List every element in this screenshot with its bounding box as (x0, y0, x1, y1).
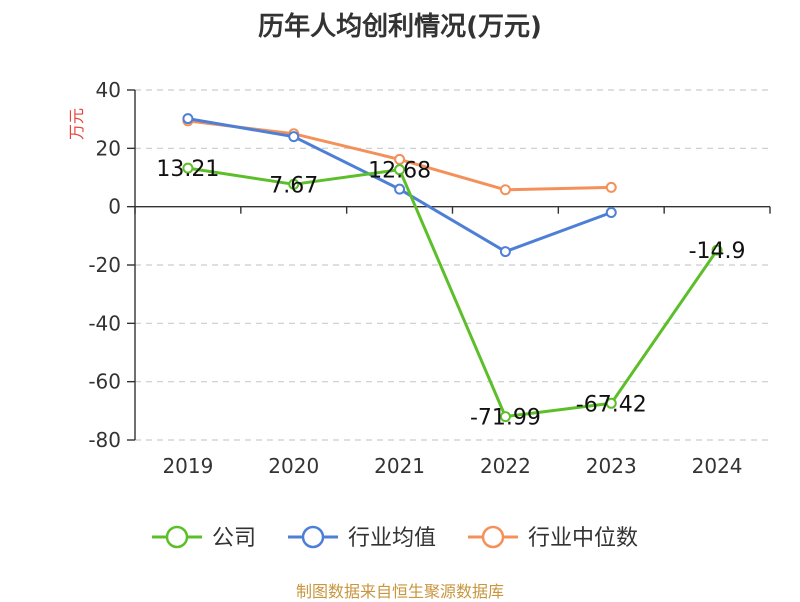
data-point[interactable] (605, 397, 617, 409)
y-tick-label: -60 (88, 370, 121, 394)
legend-item-1[interactable]: 行业均值 (288, 525, 436, 551)
y-axis-label: 万元 (67, 108, 86, 140)
data-point[interactable] (711, 244, 723, 256)
x-tick-label: 2020 (268, 454, 319, 478)
x-tick-label: 2022 (480, 454, 531, 478)
source-note: 制图数据来自恒生聚源数据库 (295, 582, 504, 601)
data-point[interactable] (499, 411, 511, 423)
legend[interactable]: 公司 行业均值 行业中位数 (152, 525, 638, 551)
chart-title: 历年人均创利情况(万元) (258, 12, 542, 42)
y-tick-label: 20 (96, 136, 121, 160)
legend-swatch-marker (165, 525, 189, 549)
x-tick-label: 2021 (374, 454, 425, 478)
data-label: -14.9 (689, 239, 746, 264)
grid-layer (135, 89, 770, 441)
data-point[interactable] (605, 181, 617, 193)
data-point[interactable] (288, 178, 300, 190)
data-point[interactable] (394, 153, 406, 165)
legend-item-0[interactable]: 公司 (152, 525, 256, 551)
legend-swatch-marker (481, 525, 505, 549)
y-tick-label: -40 (88, 311, 121, 335)
data-point[interactable] (182, 162, 194, 174)
data-label: 12.68 (368, 159, 431, 184)
series-layer (182, 113, 723, 423)
y-tick-label: 0 (108, 195, 121, 219)
legend-item-2[interactable]: 行业中位数 (468, 525, 638, 551)
series-line-0 (187, 166, 719, 419)
x-tick-label: 2023 (586, 454, 637, 478)
legend-label: 公司 (212, 526, 256, 551)
legend-label: 行业中位数 (528, 526, 638, 551)
data-point[interactable] (288, 131, 300, 143)
y-tick-label: 40 (96, 78, 121, 102)
data-point[interactable] (394, 164, 406, 176)
data-point[interactable] (499, 184, 511, 196)
legend-label: 行业均值 (348, 526, 436, 551)
legend-swatch-marker (301, 525, 325, 549)
data-point[interactable] (605, 207, 617, 218)
data-point[interactable] (394, 183, 406, 195)
data-label-layer: 13.21 7.67 12.68 -71.99 -67.42 -14.9 (156, 157, 745, 431)
axis-layer: 40 20 0 -20 -40 -60 -80 2019 2020 2021 2022 2023 202… (88, 78, 771, 478)
data-label: -71.99 (470, 406, 541, 431)
data-label: -67.42 (576, 392, 647, 417)
data-point[interactable] (499, 246, 511, 258)
data-label: 7.67 (269, 173, 318, 198)
data-label: 13.21 (156, 157, 219, 182)
x-tick-label: 2019 (162, 454, 213, 478)
x-tick-label: 2024 (692, 454, 743, 478)
y-tick-label: -80 (88, 428, 121, 452)
y-tick-label: -20 (88, 253, 121, 277)
data-point[interactable] (182, 113, 194, 125)
